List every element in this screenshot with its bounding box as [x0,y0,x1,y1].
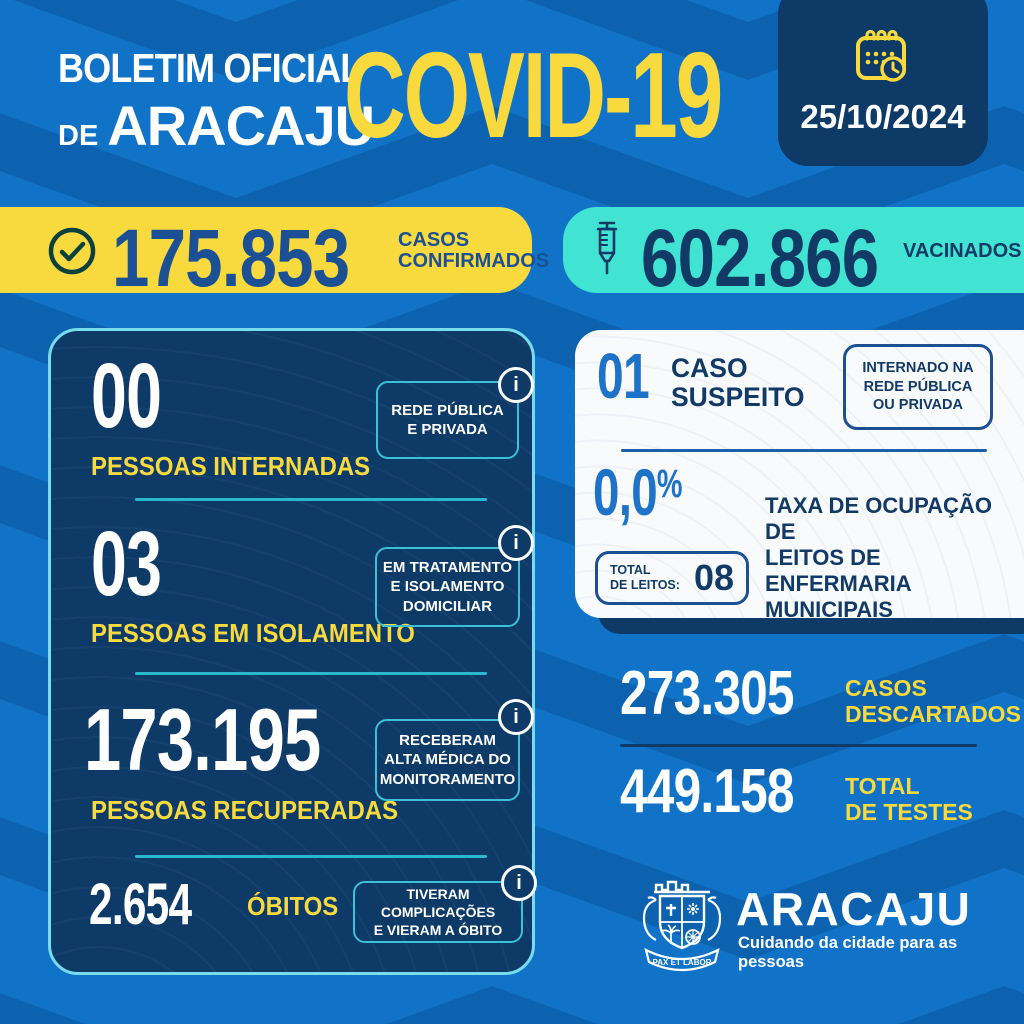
hospitalized-note-box: REDE PÚBLICA E PRIVADA [376,381,519,459]
suspect-label: CASO SUSPEITO [671,353,805,412]
crest-cross [666,904,676,916]
discarded-label: CASOS DESCARTADOS [845,675,1021,727]
date-card: 25/10/2024 [778,0,988,166]
suspect-card: 01 CASO SUSPEITO INTERNADO NA REDE PÚBLI… [575,330,1024,618]
calendar-clock-icon [856,29,906,82]
tests-value: 449.158 [620,757,795,826]
vaccinated-value: 602.866 [641,213,879,304]
occupancy-value: 0,0 [593,455,658,529]
section-divider [135,498,487,501]
hospitalized-label: PESSOAS INTERNADAS [91,451,371,481]
title-line2-small: DE [58,119,99,152]
recovered-value: 173.195 [84,690,321,789]
isolation-note-box: EM TRATAMENTO E ISOLAMENTO DOMICILIAR [375,547,520,627]
deaths-value: 2.654 [89,872,192,937]
crest-motto: PAX ET LABOR [653,958,712,967]
section-divider [135,855,487,858]
info-icon[interactable]: i [498,699,534,735]
crest-ribbon [644,947,720,972]
beds-label: TOTAL DE LEITOS: [610,563,680,592]
header-title-block: BOLETIM OFICIAL DE ARACAJU [58,45,403,158]
deaths-label: ÓBITOS [247,891,339,921]
crest-seahorse-right [707,896,722,941]
crest-flower [687,903,699,915]
section-divider [135,672,487,675]
suspect-note-box: INTERNADO NA REDE PÚBLICA OU PRIVADA [843,344,993,430]
deaths-note-box: TIVERAM COMPLICAÇÕES E VIERAM A ÓBITO [353,881,523,943]
occupancy-description: TAXA DE OCUPAÇÃO DE LEITOS DE ENFERMARIA… [765,493,992,618]
discarded-value: 273.305 [620,659,795,728]
info-glyph: i [513,705,519,728]
info-icon[interactable]: i [498,367,534,403]
hospitalized-value: 00 [91,345,162,447]
info-icon[interactable]: i [498,525,534,561]
title-line1: BOLETIM OFICIAL [58,45,362,91]
occupancy-unit: % [656,462,683,506]
vaccinated-banner: 602.866 VACINADOS [563,207,1024,300]
crest-wheel [685,929,701,945]
crest-palm [661,924,681,944]
info-icon[interactable]: i [501,865,537,901]
info-glyph: i [516,871,522,894]
beds-value: 08 [693,556,734,598]
covid-title: COVID-19 [344,27,723,163]
hospital-card: 00 PESSOAS INTERNADAS REDE PÚBLICA E PRI… [48,328,537,975]
info-glyph: i [513,531,519,554]
vaccinated-label: VACINADOS [903,240,1022,262]
occupancy-value-block: 0,0% [593,455,683,529]
isolation-label: PESSOAS EM ISOLAMENTO [91,618,415,648]
confirmed-banner: 175.853 CASOS CONFIRMADOS [0,207,549,300]
isolation-value: 03 [91,513,162,615]
wave-texture [575,330,1024,618]
recovered-note-box: RECEBERAM ALTA MÉDICA DO MONITORAMENTO [375,719,520,801]
crest-seahorse-left [642,896,657,941]
syringe-icon [596,221,618,275]
info-glyph: i [513,373,519,396]
confirmed-label: CASOS CONFIRMADOS [398,229,550,273]
recovered-label: PESSOAS RECUPERADAS [91,795,399,825]
check-circle-icon [48,227,96,275]
stats-divider [620,744,977,747]
wave-texture [51,331,532,972]
title-line2-city: ARACAJU [107,93,375,157]
title-line2: DE ARACAJU [58,93,403,158]
confirmed-value: 175.853 [112,213,350,304]
aracaju-coat-of-arms: PAX ET LABOR [642,880,722,972]
suspect-value: 01 [597,340,650,412]
beds-box: TOTAL DE LEITOS: 08 [595,551,749,605]
suspect-divider [621,449,987,452]
brand-wordmark: ARACAJU [736,883,972,935]
tests-label: TOTAL DE TESTES [845,773,973,825]
date-text: 25/10/2024 [800,98,966,135]
brand-tagline: Cuidando da cidade para as pessoas [738,934,958,971]
